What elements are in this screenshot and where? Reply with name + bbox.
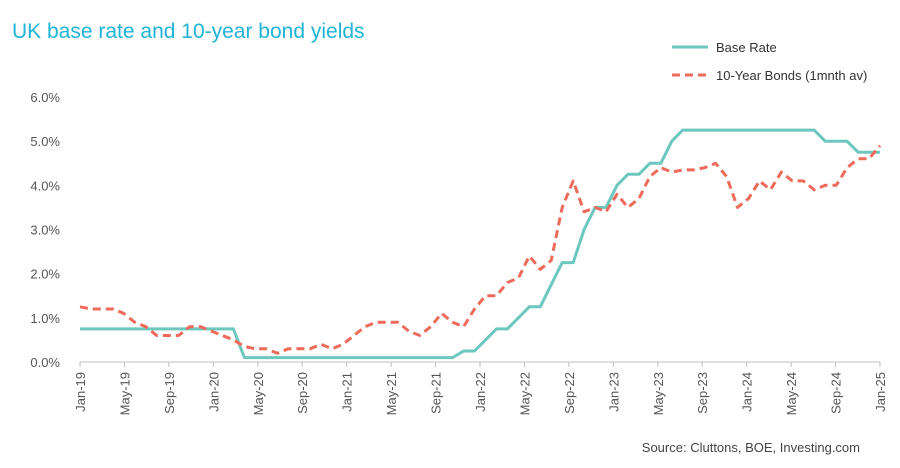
x-tick-label: Jan-21 bbox=[340, 372, 355, 412]
y-tick-label: 4.0% bbox=[30, 178, 60, 193]
x-axis-labels: Jan-19 May-19 Sep-19 Jan-20 May-20 Sep-20 Jan-… bbox=[73, 362, 888, 415]
x-tick-label: Sep-20 bbox=[295, 372, 310, 414]
y-tick-label: 3.0% bbox=[30, 223, 60, 238]
x-tick-label: Jan-23 bbox=[606, 372, 621, 412]
legend: Base Rate 10-Year Bonds (1mnth av) bbox=[672, 40, 867, 83]
x-tick-label: May-20 bbox=[251, 372, 266, 415]
y-tick-label: 1.0% bbox=[30, 311, 60, 326]
chart-title: UK base rate and 10-year bond yields bbox=[12, 20, 365, 43]
legend-label: Base Rate bbox=[716, 40, 777, 55]
x-tick-label: May-24 bbox=[784, 372, 799, 415]
source-note: Source: Cluttons, BOE, Investing.com bbox=[641, 440, 860, 455]
legend-label: 10-Year Bonds (1mnth av) bbox=[716, 68, 867, 83]
x-tick-label: May-19 bbox=[117, 372, 132, 415]
x-tick-label: Jan-24 bbox=[740, 372, 755, 412]
series-line-base-rate bbox=[80, 128, 880, 360]
x-tick-label: May-21 bbox=[384, 372, 399, 415]
x-tick-label: Jan-22 bbox=[473, 372, 488, 412]
x-tick-label: Jan-19 bbox=[73, 372, 88, 412]
x-tick-label: Jan-25 bbox=[873, 372, 888, 412]
series-line-10-year-bonds bbox=[79, 144, 882, 355]
x-tick-label: Jan-20 bbox=[206, 372, 221, 412]
y-axis-labels: 0.0% 1.0% 2.0% 3.0% 4.0% 5.0% 6.0% bbox=[30, 90, 60, 370]
y-tick-label: 5.0% bbox=[30, 134, 60, 149]
x-tick-label: Sep-23 bbox=[695, 372, 710, 414]
x-tick-label: Sep-24 bbox=[829, 372, 844, 414]
series-lines bbox=[79, 128, 882, 360]
x-tick-label: May-23 bbox=[651, 372, 666, 415]
x-tick-label: May-22 bbox=[517, 372, 532, 415]
y-tick-label: 6.0% bbox=[30, 90, 60, 105]
x-tick-label: Sep-21 bbox=[429, 372, 444, 414]
x-tick-label: Sep-19 bbox=[162, 372, 177, 414]
y-tick-label: 0.0% bbox=[30, 355, 60, 370]
y-tick-label: 2.0% bbox=[30, 267, 60, 282]
x-tick-label: Sep-22 bbox=[562, 372, 577, 414]
